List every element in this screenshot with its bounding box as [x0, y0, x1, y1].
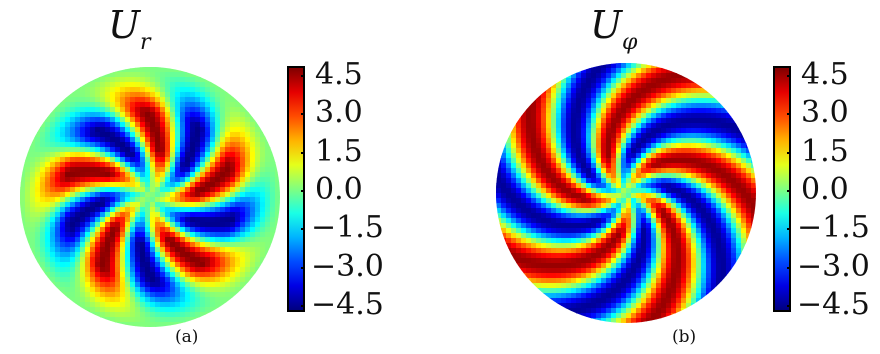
colorbar-tick-mark — [301, 151, 305, 154]
contour-disk-ur — [20, 67, 280, 327]
panel-a: Ur 4.5 3.0 1.5 0.0 −1.5 −3.0 −4.5 (a) — [20, 3, 384, 347]
colorbar-tick-label: −1.5 — [797, 210, 870, 246]
colorbar-tick-mark — [787, 113, 791, 116]
colorbar-tick-mark — [787, 151, 791, 154]
colorbar-tick-mark — [301, 190, 305, 192]
colorbar-tick-label: 1.5 — [801, 133, 849, 169]
colorbar-tick-mark — [787, 266, 791, 269]
uphi-cells — [496, 63, 756, 323]
colorbar-tick-mark — [787, 305, 791, 307]
colorbar-tick-label: 1.5 — [315, 133, 363, 169]
colorbar-uphi — [773, 66, 791, 312]
ur-cells — [20, 67, 280, 327]
colorbar-tick-label: 0.0 — [315, 172, 363, 207]
colorbar-tick-label: −4.5 — [797, 287, 870, 322]
colorbar-tick-label: 4.5 — [315, 57, 363, 92]
colorbar-tick-mark — [787, 190, 791, 192]
colorbar-tick-label: −3.0 — [311, 248, 384, 284]
colorbar-tick-label: −4.5 — [311, 287, 384, 322]
colorbar-tick-mark — [787, 228, 791, 231]
colorbar-tick-label: −3.0 — [797, 248, 870, 284]
colorbar-tick-mark — [301, 305, 305, 307]
colorbar-tick-mark — [301, 266, 305, 269]
colorbar-ur — [287, 66, 305, 312]
caption-a: (a) — [175, 327, 199, 347]
colorbar-tick-label: 4.5 — [801, 57, 849, 92]
colorbar-tick-mark — [301, 75, 305, 77]
colorbar-tick-label: 0.0 — [801, 172, 849, 207]
colorbar-tick-mark — [301, 228, 305, 231]
colorbar-tick-label: 3.0 — [801, 95, 849, 131]
colorbar-tick-mark — [301, 113, 305, 116]
title-ur: Ur — [108, 3, 151, 55]
panel-b: Uφ 4.5 3.0 1.5 0.0 −1.5 −3.0 −4.5 (b) — [440, 0, 880, 354]
colorbar-tick-label: 3.0 — [315, 95, 363, 131]
contour-disk-uphi — [496, 63, 756, 323]
colorbar-tick-label: −1.5 — [311, 210, 384, 246]
colorbar-tick-mark — [787, 75, 791, 77]
caption-b: (b) — [672, 327, 697, 347]
title-uphi: Uφ — [590, 3, 638, 55]
